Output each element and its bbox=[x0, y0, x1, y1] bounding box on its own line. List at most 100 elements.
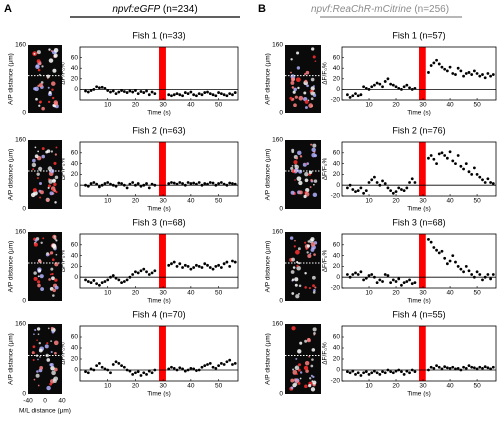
y-axis-label: ΔF/F₀% bbox=[322, 62, 329, 85]
y-tick-label: 0 bbox=[74, 367, 78, 374]
x-tick-label: 30 bbox=[160, 102, 168, 109]
y-tick-label: 0 bbox=[74, 274, 78, 281]
data-point bbox=[400, 88, 403, 91]
data-point bbox=[364, 86, 368, 90]
data-point bbox=[208, 92, 212, 96]
data-point bbox=[172, 181, 176, 185]
cell-spot bbox=[54, 285, 59, 290]
cell-spot bbox=[304, 73, 307, 76]
x-tick-label: 40 bbox=[446, 198, 454, 205]
cell-spot bbox=[51, 243, 57, 248]
data-point bbox=[467, 364, 471, 367]
cell-spot bbox=[291, 278, 295, 281]
data-point bbox=[378, 183, 382, 187]
cell-spot bbox=[290, 386, 294, 390]
cell-spot bbox=[32, 345, 36, 349]
data-point bbox=[181, 367, 184, 371]
data-point bbox=[233, 260, 237, 264]
data-point bbox=[489, 277, 492, 281]
data-point bbox=[408, 181, 411, 184]
data-point bbox=[375, 181, 379, 184]
y-tick-label: 40 bbox=[71, 65, 79, 72]
data-point bbox=[231, 363, 234, 366]
data-point bbox=[445, 156, 449, 160]
cell-spot bbox=[290, 190, 295, 195]
chart-title: Fish 3 (n=68) bbox=[392, 217, 445, 227]
data-point bbox=[362, 191, 366, 195]
data-point bbox=[200, 93, 204, 97]
data-point bbox=[397, 86, 401, 90]
data-point bbox=[489, 181, 492, 184]
data-point bbox=[359, 93, 363, 97]
data-point bbox=[397, 186, 401, 190]
data-point bbox=[410, 88, 414, 91]
data-point bbox=[114, 276, 118, 280]
data-point bbox=[348, 275, 352, 279]
cell-spot bbox=[51, 188, 54, 191]
data-point bbox=[225, 94, 229, 98]
data-point bbox=[367, 373, 371, 376]
data-point bbox=[478, 365, 482, 369]
cell-spot bbox=[305, 162, 308, 165]
data-point bbox=[200, 183, 204, 187]
data-point bbox=[139, 90, 143, 93]
cell-spot bbox=[298, 262, 301, 265]
x-tick-label: 30 bbox=[419, 383, 427, 390]
data-point bbox=[348, 183, 352, 187]
data-point bbox=[131, 90, 135, 94]
data-point bbox=[491, 73, 495, 76]
data-point bbox=[211, 93, 215, 97]
y-tick-label: 20 bbox=[71, 76, 79, 83]
data-point bbox=[139, 269, 143, 273]
x-tick-label: 20 bbox=[132, 290, 140, 297]
cell-spot bbox=[294, 164, 299, 170]
cell-spot bbox=[46, 149, 51, 153]
data-point bbox=[391, 371, 395, 375]
data-point bbox=[153, 92, 157, 96]
data-point bbox=[170, 94, 173, 98]
data-point bbox=[378, 278, 382, 282]
cell-spot bbox=[47, 186, 50, 189]
cell-spot bbox=[34, 154, 39, 159]
cell-spot bbox=[314, 154, 318, 158]
data-point bbox=[195, 94, 198, 98]
chart-title: Fish 2 (n=63) bbox=[132, 125, 185, 135]
data-point bbox=[456, 66, 460, 70]
data-point bbox=[427, 368, 430, 372]
data-point bbox=[153, 269, 157, 273]
x-tick-label: 10 bbox=[365, 290, 373, 297]
data-point bbox=[114, 92, 118, 96]
y-tick-label: 60 bbox=[71, 334, 79, 341]
cell-spot bbox=[296, 265, 301, 271]
cell-spot bbox=[53, 53, 58, 58]
data-point bbox=[186, 368, 190, 372]
cell-spot bbox=[294, 277, 299, 282]
cell-spot bbox=[308, 384, 312, 388]
cell-spot bbox=[309, 252, 312, 255]
microscopy-image bbox=[28, 140, 62, 209]
cell-spot bbox=[40, 287, 44, 291]
data-point bbox=[84, 278, 87, 282]
data-point bbox=[445, 366, 449, 370]
plot-frame bbox=[341, 141, 497, 197]
x-tick-label: 40 bbox=[446, 383, 454, 390]
cell-spot bbox=[292, 370, 298, 375]
cell-spot bbox=[42, 237, 45, 240]
data-point bbox=[120, 89, 123, 92]
data-point bbox=[486, 72, 490, 75]
data-point bbox=[373, 275, 376, 279]
data-point bbox=[131, 373, 135, 376]
data-point bbox=[475, 270, 479, 274]
data-point bbox=[378, 373, 382, 376]
y-axis-label: ΔF/F₀% bbox=[60, 62, 67, 85]
data-point bbox=[445, 69, 449, 73]
cell-spot bbox=[51, 370, 56, 376]
data-point bbox=[451, 365, 455, 369]
cell-spot bbox=[311, 47, 315, 51]
data-point bbox=[359, 186, 363, 190]
cell-spot bbox=[36, 172, 40, 176]
cell-spot bbox=[311, 358, 314, 361]
data-point bbox=[100, 365, 104, 369]
cell-spot bbox=[310, 248, 315, 252]
data-point bbox=[459, 69, 463, 73]
